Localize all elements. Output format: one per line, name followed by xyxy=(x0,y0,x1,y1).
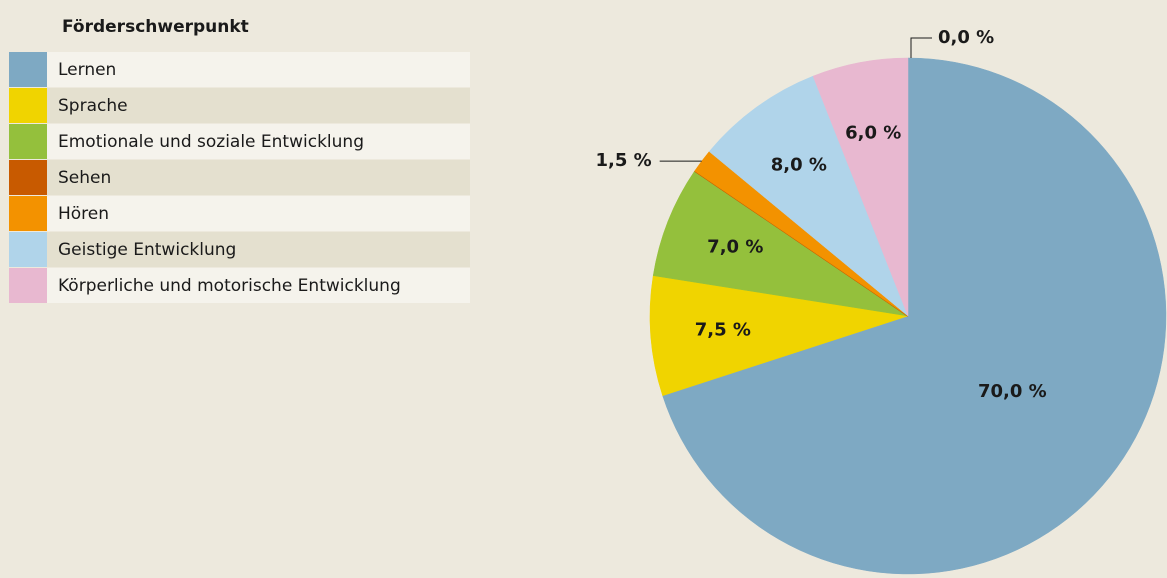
value-label: 1,5 % xyxy=(595,150,651,171)
legend-swatch xyxy=(9,268,47,303)
legend-swatch xyxy=(9,160,47,195)
pie-slice xyxy=(652,170,909,317)
legend-title: Förderschwerpunkt xyxy=(62,17,249,37)
value-label: 8,0 % xyxy=(771,155,827,176)
value-label: 7,0 % xyxy=(707,237,763,258)
legend-label: Hören xyxy=(58,204,109,224)
legend-swatch xyxy=(9,88,47,123)
legend-row xyxy=(47,88,470,123)
legend-swatch xyxy=(9,124,47,159)
legend-label: Körperliche und motorische Entwicklung xyxy=(58,276,401,296)
legend-swatch xyxy=(9,232,47,267)
legend-label: Sprache xyxy=(58,96,128,116)
legend-label: Geistige Entwicklung xyxy=(58,240,236,260)
pie-slice xyxy=(649,275,909,397)
legend-row xyxy=(47,124,470,159)
pie-slice xyxy=(812,57,909,317)
legend-label: Sehen xyxy=(58,168,111,188)
legend-row xyxy=(47,52,470,87)
pie-slice xyxy=(662,57,1167,575)
legend-row xyxy=(47,160,470,195)
legend-label: Emotionale und soziale Entwicklung xyxy=(58,132,364,152)
value-label: 6,0 % xyxy=(845,123,901,144)
value-label: 70,0 % xyxy=(978,381,1047,402)
value-label: 0,0 % xyxy=(938,27,994,48)
legend-swatch xyxy=(9,52,47,87)
pie-slice xyxy=(708,75,909,317)
legend-row xyxy=(47,196,470,231)
legend-label: Lernen xyxy=(58,60,116,80)
legend-row xyxy=(47,232,470,267)
legend-swatch xyxy=(9,196,47,231)
legend-row xyxy=(47,268,470,303)
value-label: 7,5 % xyxy=(695,320,751,341)
leader-line xyxy=(910,37,932,58)
